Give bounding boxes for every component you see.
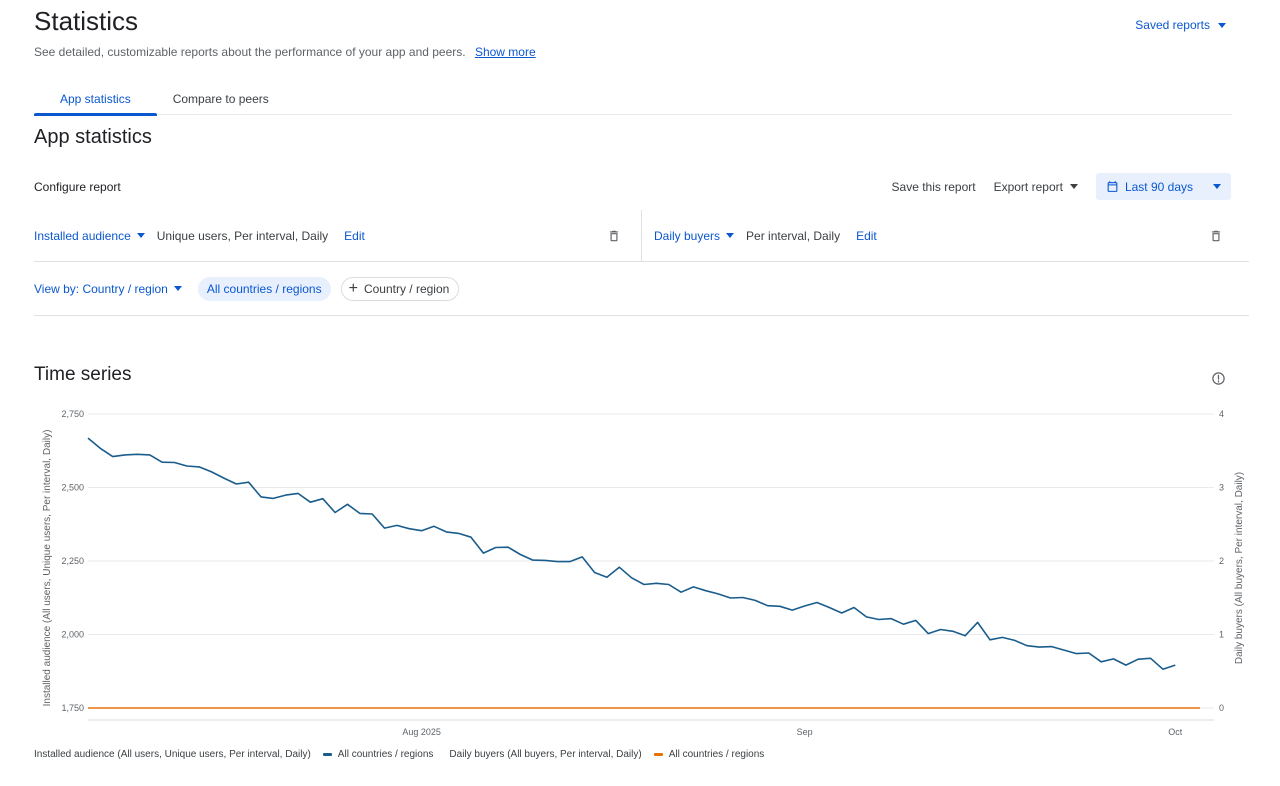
metrics-row: Installed audience Unique users, Per int… (34, 210, 1249, 262)
chevron-down-icon (1213, 184, 1221, 189)
chevron-down-icon (136, 233, 145, 238)
calendar-icon (1107, 181, 1118, 192)
y-tick-left: 2,000 (61, 630, 84, 640)
page-subtitle-text: See detailed, customizable reports about… (34, 45, 466, 59)
export-report-button[interactable]: Export report (994, 180, 1078, 194)
chart-legend: Installed audience (All users, Unique us… (34, 749, 764, 760)
installed-audience-dropdown[interactable]: Installed audience (34, 229, 145, 243)
add-country-region-chip[interactable]: + Country / region (340, 276, 460, 301)
y-tick-left: 2,250 (61, 556, 84, 566)
y-tick-right: 4 (1219, 409, 1224, 419)
page-subtitle: See detailed, customizable reports about… (34, 45, 536, 59)
time-series-title: Time series (34, 364, 132, 385)
y-axis-title-left: Installed audience (All users, Unique us… (42, 430, 53, 707)
y-tick-right: 1 (1219, 630, 1224, 640)
section-title: App statistics (34, 126, 152, 148)
daily-buyers-edit-link[interactable]: Edit (856, 228, 877, 243)
legend-right-series: All countries / regions (668, 749, 765, 760)
page-title: Statistics (34, 6, 139, 36)
daily-buyers-label: Daily buyers (654, 228, 721, 243)
tab-compare-to-peers[interactable]: Compare to peers (172, 92, 269, 106)
all-countries-chip[interactable]: All countries / regions (197, 276, 331, 301)
chevron-down-icon (1069, 184, 1078, 189)
legend-right-metric: Daily buyers (All buyers, Per interval, … (449, 749, 642, 760)
delete-icon[interactable] (1209, 229, 1223, 243)
metric-daily-buyers: Daily buyers Per interval, Daily Edit (642, 210, 1249, 261)
saved-reports-label: Saved reports (1135, 18, 1210, 32)
chart-settings-icon[interactable] (1211, 371, 1226, 386)
view-by-label: View by: Country / region (34, 281, 168, 296)
show-more-link[interactable]: Show more (474, 45, 536, 59)
y-tick-left: 2,750 (61, 409, 84, 419)
chevron-down-icon (1218, 22, 1226, 28)
date-range-label: Last 90 days (1124, 179, 1193, 194)
export-report-label: Export report (993, 179, 1063, 194)
daily-buyers-dropdown[interactable]: Daily buyers (654, 228, 735, 243)
x-tick-label: Sep (797, 727, 813, 737)
plus-icon: + (348, 279, 358, 297)
y-tick-left: 2,500 (61, 483, 84, 493)
report-toolbar: Save this report Export report Last 90 d… (892, 173, 1231, 200)
saved-reports-dropdown[interactable]: Saved reports (1135, 18, 1226, 32)
y-tick-right: 0 (1219, 703, 1224, 713)
y-tick-left: 1,750 (61, 703, 84, 713)
time-series-chart: 1,750 2,000 2,250 2,500 2,750 0 1 2 3 4 Aug 2025 Se… (42, 409, 1245, 737)
add-country-region-label: Country / region (363, 281, 450, 296)
configure-report-label: Configure report (34, 180, 121, 194)
date-range-button[interactable]: Last 90 days (1095, 173, 1231, 200)
view-by-dropdown[interactable]: View by: Country / region (34, 282, 182, 296)
legend-swatch-buyers (653, 753, 663, 756)
x-tick-label: Oct (1168, 727, 1183, 737)
installed-audience-edit-link[interactable]: Edit (344, 228, 365, 243)
installed-audience-detail: Unique users, Per interval, Daily (156, 228, 329, 243)
installed-audience-label: Installed audience (34, 228, 131, 243)
chevron-down-icon (173, 286, 182, 291)
legend-left-series: All countries / regions (337, 749, 434, 760)
tab-app-statistics[interactable]: App statistics (34, 84, 157, 116)
delete-icon[interactable] (607, 229, 621, 243)
y-tick-right: 3 (1219, 483, 1224, 493)
series-line-installed-audience (87, 437, 1176, 671)
tab-bar: App statistics Compare to peers (34, 84, 1232, 116)
y-axis-title-right: Daily buyers (All buyers, Per interval, … (1234, 472, 1245, 664)
daily-buyers-detail: Per interval, Daily (746, 228, 841, 243)
metric-installed-audience: Installed audience Unique users, Per int… (34, 210, 642, 261)
legend-left-metric: Installed audience (All users, Unique us… (34, 749, 311, 760)
x-tick-label: Aug 2025 (402, 727, 441, 737)
save-report-button[interactable]: Save this report (891, 179, 976, 194)
chevron-down-icon (726, 233, 735, 238)
y-tick-right: 2 (1219, 556, 1224, 566)
view-by-row: View by: Country / region All countries … (34, 262, 1249, 316)
legend-swatch-audience (322, 753, 332, 756)
